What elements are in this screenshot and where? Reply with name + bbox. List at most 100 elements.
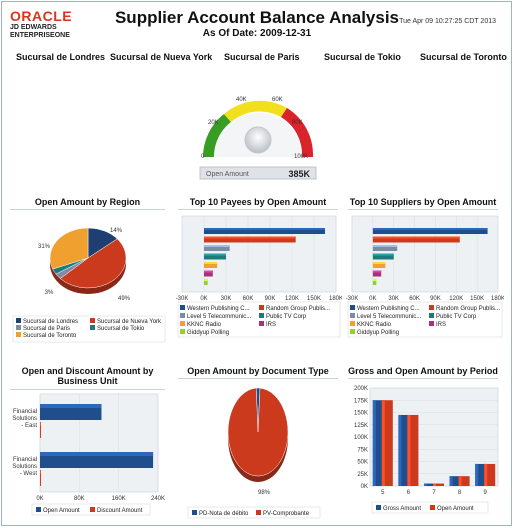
payees-bar-highlight-5: [204, 270, 213, 273]
jde-logo: JD EDWARDS ENTERPRISEONE: [10, 24, 70, 40]
period-bar-highlight-0-0: [372, 400, 376, 486]
suppliers-bar-0: [372, 228, 488, 234]
gauge-readout-box: [199, 166, 317, 180]
period-bar-highlight-1-0: [398, 414, 402, 486]
bu-category-label-line: Solutions: [12, 416, 37, 422]
payees-bar-3: [204, 253, 226, 260]
period-ytick-7: 175K: [354, 398, 368, 404]
region-legend-label-3: Sucursal de Tokio: [97, 326, 145, 332]
branch-link-nueva-york[interactable]: Sucursal de Nueva York: [110, 52, 213, 62]
payees-xtick-7: 180K: [329, 296, 342, 302]
as-of-date: As Of Date: 2009-12-31: [202, 28, 312, 39]
jde-logo-line2: ENTERPRISEONE: [10, 32, 70, 39]
region-slice-1: [59, 238, 127, 289]
branch-link-toronto[interactable]: Sucursal de Toronto: [420, 52, 507, 62]
payees-legend-swatch-1: [259, 305, 264, 310]
suppliers-xtick-4: 90K: [430, 296, 441, 302]
payees-bar-chart: -30K 0K 30K 60K 90K 120K 150K 180K Western Publi…: [176, 215, 342, 338]
suppliers-legend-swatch-4: [350, 321, 355, 326]
bu-bar-highlight-0-1: [40, 422, 41, 426]
suppliers-xtick-2: 30K: [388, 296, 399, 302]
payees-legend-swatch-5: [259, 321, 264, 326]
bu-legend-label-0: Open Amount: [43, 508, 80, 514]
suppliers-bar-highlight-6: [372, 279, 377, 281]
business-unit-panel-title: Open and Discount Amount by Business Uni…: [10, 366, 165, 386]
business-unit-panel-rule: [10, 389, 165, 390]
bu-xtick-1: 80K: [74, 496, 85, 502]
region-panel-rule: [10, 209, 165, 210]
period-xtick-0: 5: [381, 490, 385, 496]
suppliers-legend-label-5: IRS: [436, 322, 446, 328]
bu-xtick-0: 0K: [36, 496, 43, 502]
period-bar-highlight-0-1: [381, 400, 385, 486]
period-xtick-3: 8: [458, 490, 462, 496]
suppliers-legend-swatch-0: [350, 305, 355, 310]
period-bar-0-0: [372, 400, 384, 486]
payees-panel-rule: [178, 209, 338, 210]
branch-link-londres[interactable]: Sucursal de Londres: [16, 52, 106, 62]
region-legend-swatch-0: [16, 318, 21, 323]
document-type-panel-title: Open Amount by Document Type: [187, 366, 329, 376]
payees-xtick-6: 150K: [307, 296, 321, 302]
bu-legend-box: [31, 503, 151, 516]
gauge-tick-0: 0: [201, 154, 205, 160]
gauge-value: 385K: [288, 169, 310, 179]
doctype-legend-label-0: PD-Nota de débito: [199, 511, 249, 517]
document-type-pie-chart: 98% PD-Nota de débito PV-Comprobante: [187, 387, 321, 519]
region-legend-label-2: Sucursal de Paris: [23, 326, 70, 332]
period-bar-4-1: [484, 463, 496, 486]
period-bar-3-1: [458, 476, 470, 486]
bu-bar-0-1: [40, 422, 41, 438]
bu-category-label-1: Financial Solutions - West: [12, 457, 37, 477]
payees-bar-highlight-4: [204, 262, 218, 264]
region-legend-label-4: Sucursal de Toronto: [23, 333, 77, 339]
suppliers-legend-swatch-2: [350, 313, 355, 318]
suppliers-bar-6: [372, 279, 377, 285]
payees-bar-0: [204, 228, 325, 234]
suppliers-bar-highlight-4: [372, 262, 386, 264]
suppliers-xtick-7: 180K: [491, 296, 504, 302]
suppliers-xtick-5: 120K: [449, 296, 463, 302]
region-legend-box: [12, 315, 166, 343]
bu-legend-label-1: Discount Amount: [97, 508, 143, 514]
suppliers-bar-1: [372, 236, 460, 243]
payees-legend-swatch-2: [180, 313, 185, 318]
doctype-legend-swatch-0: [192, 510, 197, 515]
suppliers-xtick-6: 150K: [470, 296, 484, 302]
region-slice-label-2: 3%: [45, 290, 54, 296]
payees-bar-5: [204, 270, 213, 277]
doctype-legend-swatch-1: [256, 510, 261, 515]
gauge-tick-20k: 20K: [208, 120, 219, 126]
period-xtick-1: 6: [407, 490, 411, 496]
payees-bar-highlight-3: [204, 253, 226, 256]
payees-legend-label-5: IRS: [266, 322, 276, 328]
period-ytick-3: 75K: [357, 447, 368, 453]
branch-link-tokio[interactable]: Sucursal de Tokio: [324, 52, 401, 62]
bu-category-label-line: Financial: [13, 457, 37, 463]
bu-legend-swatch-0: [36, 507, 41, 512]
bu-category-label-line: - East: [21, 423, 37, 429]
payees-bar-4: [204, 262, 218, 268]
oracle-logo: ORACLE: [10, 8, 73, 24]
suppliers-panel-title: Top 10 Suppliers by Open Amount: [349, 197, 497, 207]
suppliers-legend-label-3: Public TV Corp: [436, 314, 477, 320]
gauge-band-green: [203, 114, 231, 157]
payees-bar-highlight-2: [204, 245, 230, 247]
doctype-slice-1: [227, 387, 289, 477]
period-legend-swatch-1: [430, 505, 435, 510]
bu-bar-highlight-1-1: [40, 470, 41, 474]
region-legend-swatch-1: [90, 318, 95, 323]
payees-bar-2: [204, 245, 230, 251]
period-legend-label-0: Gross Amount: [383, 506, 421, 512]
period-ytick-1: 25K: [357, 472, 368, 478]
gauge-tick-100k: 100K: [294, 154, 308, 160]
branch-link-paris[interactable]: Sucursal de Paris: [224, 52, 300, 62]
payees-xtick-1: 0K: [200, 296, 207, 302]
gauge-tick-60k: 60K: [272, 97, 283, 103]
period-bar-highlight-2-1: [433, 483, 436, 486]
region-legend-swatch-3: [90, 325, 95, 330]
bu-bar-highlight-1-0: [40, 452, 154, 456]
open-amount-gauge: 0 20K 40K 60K 80K 100K Open Amount 385K: [199, 97, 317, 180]
region-legend-swatch-4: [16, 332, 21, 337]
payees-legend-box: [177, 301, 341, 338]
